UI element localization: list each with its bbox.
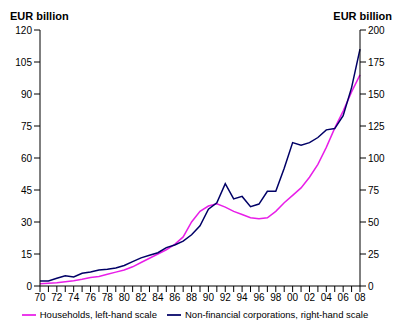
svg-text:00: 00 — [287, 292, 299, 303]
svg-text:82: 82 — [135, 292, 147, 303]
svg-text:88: 88 — [186, 292, 198, 303]
svg-text:96: 96 — [253, 292, 265, 303]
svg-text:78: 78 — [102, 292, 114, 303]
svg-text:15: 15 — [21, 249, 33, 260]
html-text:EUR billion: EUR billion — [333, 10, 392, 22]
svg-text:75: 75 — [368, 185, 380, 196]
svg-text:74: 74 — [68, 292, 80, 303]
svg-text:80: 80 — [119, 292, 131, 303]
svg-text:120: 120 — [15, 25, 32, 36]
svg-text:72: 72 — [51, 292, 63, 303]
svg-text:175: 175 — [368, 57, 385, 68]
svg-text:92: 92 — [220, 292, 232, 303]
svg-text:125: 125 — [368, 121, 385, 132]
svg-text:08: 08 — [354, 292, 366, 303]
svg-text:75: 75 — [21, 121, 33, 132]
svg-text:86: 86 — [169, 292, 181, 303]
svg-text:60: 60 — [21, 153, 33, 164]
html-text:Households, left-hand scale: Households, left-hand scale — [39, 308, 157, 320]
svg-text:50: 50 — [368, 217, 380, 228]
svg-text:100: 100 — [368, 153, 385, 164]
svg-text:30: 30 — [21, 217, 33, 228]
svg-text:90: 90 — [21, 89, 33, 100]
svg-text:200: 200 — [368, 25, 385, 36]
svg-text:84: 84 — [152, 292, 164, 303]
svg-text:0: 0 — [26, 281, 32, 292]
svg-text:76: 76 — [85, 292, 97, 303]
html-text:EUR billion: EUR billion — [10, 10, 69, 22]
html-text:Non-financial corporations, ri: Non-financial corporations, right-hand s… — [185, 308, 369, 320]
svg-text:150: 150 — [368, 89, 385, 100]
svg-text:02: 02 — [304, 292, 316, 303]
svg-text:25: 25 — [368, 249, 380, 260]
svg-text:45: 45 — [21, 185, 33, 196]
svg-text:06: 06 — [338, 292, 350, 303]
svg-text:98: 98 — [270, 292, 282, 303]
svg-text:105: 105 — [15, 57, 32, 68]
svg-text:90: 90 — [203, 292, 215, 303]
svg-text:0: 0 — [368, 281, 374, 292]
svg-text:04: 04 — [321, 292, 333, 303]
svg-text:70: 70 — [34, 292, 46, 303]
svg-text:94: 94 — [237, 292, 249, 303]
